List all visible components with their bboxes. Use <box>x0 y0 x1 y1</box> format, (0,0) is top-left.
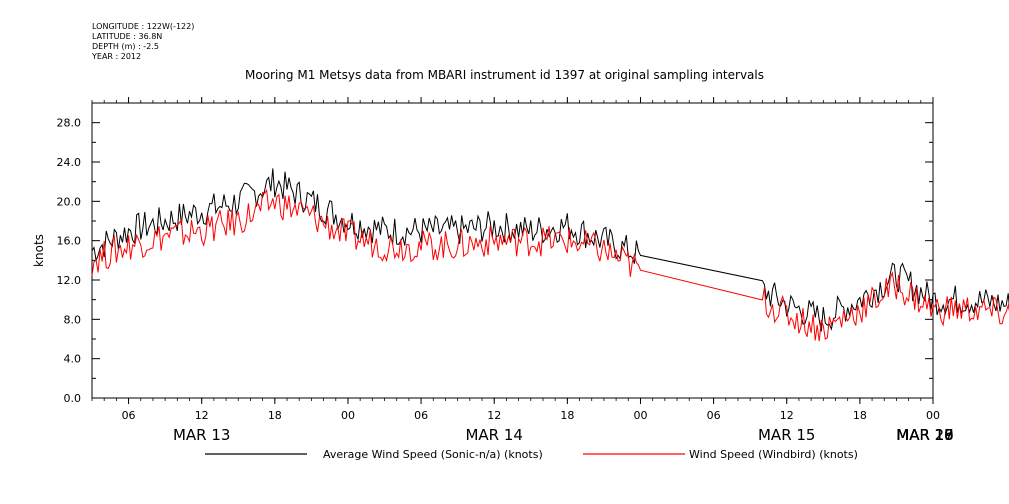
x-tick-label: 12 <box>487 409 501 422</box>
x-tick-label: 18 <box>853 409 867 422</box>
x-tick-label: 18 <box>560 409 574 422</box>
metadata-year: YEAR : 2012 <box>92 52 142 61</box>
y-axis-label: knots <box>32 234 46 267</box>
y-tick-label: 28.0 <box>57 117 82 130</box>
x-tick-label: 12 <box>195 409 209 422</box>
x-tick-label: 00 <box>926 409 940 422</box>
x-day-label: MAR 18 <box>896 426 953 444</box>
y-tick-label: 24.0 <box>57 156 82 169</box>
x-tick-label: 00 <box>633 409 647 422</box>
legend-label: Average Wind Speed (Sonic-n/a) (knots) <box>323 448 543 461</box>
metadata-depth: DEPTH (m) : -2.5 <box>92 42 159 51</box>
x-day-label: MAR 16 <box>896 426 953 444</box>
metadata-longitude: LONGITUDE : 122W(-122) <box>92 22 195 31</box>
series-line-windbird <box>91 188 1009 342</box>
y-tick-label: 12.0 <box>57 274 82 287</box>
x-tick-label: 18 <box>268 409 282 422</box>
y-tick-label: 16.0 <box>57 235 82 248</box>
y-tick-label: 4.0 <box>64 353 82 366</box>
x-day-label: MAR 15 <box>758 426 815 444</box>
y-tick-label: 20.0 <box>57 195 82 208</box>
axes-layer: 06 12 18 00 06 12 18 00 06 12 18 00 MAR 13 MAR 14 MAR … <box>32 97 954 444</box>
plot-frame <box>91 102 934 399</box>
x-tick-label: 06 <box>122 409 136 422</box>
x-tick-label: 06 <box>414 409 428 422</box>
series-layer <box>91 168 1009 342</box>
chart-title: Mooring M1 Metsys data from MBARI instru… <box>245 68 764 82</box>
x-day-label: MAR 14 <box>465 426 522 444</box>
x-tick-label: 12 <box>780 409 794 422</box>
legend-label: Wind Speed (Windbird) (knots) <box>689 448 858 461</box>
metadata-latitude: LATITUDE : 36.8N <box>92 32 163 41</box>
x-day-label: MAR 19 <box>896 426 953 444</box>
series-line-sonic <box>91 168 1009 332</box>
x-tick-label: 06 <box>707 409 721 422</box>
x-tick-label: 00 <box>341 409 355 422</box>
y-tick-label: 0.0 <box>64 392 82 405</box>
x-day-label: MAR 20 <box>896 426 953 444</box>
x-day-label: MAR 13 <box>173 426 230 444</box>
y-tick-label: 8.0 <box>64 313 82 326</box>
x-day-label: MAR 17 <box>896 426 953 444</box>
legend: Average Wind Speed (Sonic-n/a) (knots) Wi… <box>205 448 858 461</box>
